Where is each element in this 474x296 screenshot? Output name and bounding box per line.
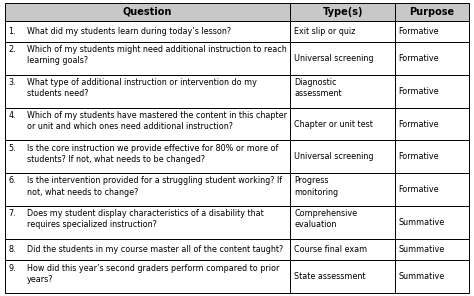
Text: 6.: 6. [9,176,16,185]
Text: Did the students in my course master all of the content taught?: Did the students in my course master all… [27,245,283,254]
Text: Progress
monitoring: Progress monitoring [294,176,338,197]
Bar [5,206,291,239]
Bar [395,108,469,140]
Text: What type of additional instruction or intervention do my
students need?: What type of additional instruction or i… [27,78,256,98]
Text: Formative: Formative [399,120,439,128]
Bar [395,239,469,260]
Text: Formative: Formative [399,185,439,194]
Text: Summative: Summative [399,272,445,281]
Bar [291,75,395,108]
Bar [291,206,395,239]
Text: Comprehensive
evaluation: Comprehensive evaluation [294,209,357,229]
Text: 8.: 8. [9,245,16,254]
Text: What did my students learn during today’s lesson?: What did my students learn during today’… [27,27,231,36]
Text: Is the intervention provided for a struggling student working? If
not, what need: Is the intervention provided for a strug… [27,176,282,197]
Text: 4.: 4. [9,111,16,120]
Text: 7.: 7. [9,209,16,218]
Bar [5,239,291,260]
Text: Formative: Formative [399,152,439,161]
Text: 2.: 2. [9,45,16,54]
Bar [291,140,395,173]
Bar [5,20,291,42]
Bar [291,173,395,206]
Bar [5,42,291,75]
Text: Formative: Formative [399,87,439,96]
Bar [395,3,469,20]
Text: Diagnostic
assessment: Diagnostic assessment [294,78,342,98]
Text: State assessment: State assessment [294,272,366,281]
Bar [291,239,395,260]
Text: 1.: 1. [9,27,16,36]
Text: Purpose: Purpose [410,7,455,17]
Bar [5,173,291,206]
Text: How did this year’s second graders perform compared to prior
years?: How did this year’s second graders perfo… [27,263,279,284]
Bar [5,3,291,20]
Text: Chapter or unit test: Chapter or unit test [294,120,373,128]
Text: Universal screening: Universal screening [294,54,374,63]
Text: Does my student display characteristics of a disability that
requires specialize: Does my student display characteristics … [27,209,263,229]
Text: Which of my students have mastered the content in this chapter
or unit and which: Which of my students have mastered the c… [27,111,287,131]
Bar [395,206,469,239]
Bar [5,108,291,140]
Bar [395,20,469,42]
Text: Formative: Formative [399,54,439,63]
Text: Summative: Summative [399,218,445,227]
Text: Course final exam: Course final exam [294,245,367,254]
Text: 5.: 5. [9,144,16,153]
Bar [395,260,469,293]
Text: Summative: Summative [399,245,445,254]
Bar [291,20,395,42]
Text: Universal screening: Universal screening [294,152,374,161]
Text: Is the core instruction we provide effective for 80% or more of
students? If not: Is the core instruction we provide effec… [27,144,278,164]
Text: 3.: 3. [9,78,16,87]
Text: Formative: Formative [399,27,439,36]
Bar [395,75,469,108]
Bar [5,75,291,108]
Bar [291,260,395,293]
Bar [5,260,291,293]
Bar [395,140,469,173]
Bar [291,3,395,20]
Text: Type(s): Type(s) [322,7,363,17]
Text: 9.: 9. [9,263,16,273]
Text: Exit slip or quiz: Exit slip or quiz [294,27,356,36]
Text: Which of my students might need additional instruction to reach
learning goals?: Which of my students might need addition… [27,45,286,65]
Bar [291,42,395,75]
Text: Question: Question [123,7,172,17]
Bar [5,140,291,173]
Bar [291,108,395,140]
Bar [395,173,469,206]
Bar [395,42,469,75]
